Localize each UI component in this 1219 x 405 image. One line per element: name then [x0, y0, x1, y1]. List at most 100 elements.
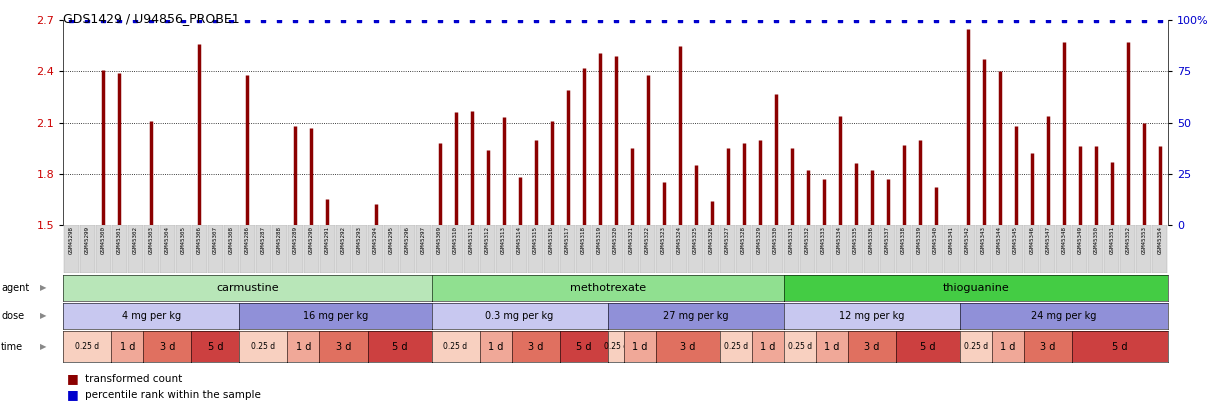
- Text: GSM45309: GSM45309: [438, 226, 442, 254]
- Text: GSM45317: GSM45317: [566, 226, 570, 254]
- Text: GSM45330: GSM45330: [773, 226, 778, 254]
- Text: GSM45337: GSM45337: [885, 226, 890, 254]
- Text: GSM45312: GSM45312: [485, 226, 490, 254]
- Text: GSM45322: GSM45322: [645, 226, 650, 254]
- FancyBboxPatch shape: [624, 225, 639, 273]
- FancyBboxPatch shape: [79, 225, 95, 273]
- Point: [1070, 17, 1090, 23]
- Point: [766, 17, 785, 23]
- Text: GSM45329: GSM45329: [757, 226, 762, 254]
- Text: GSM45333: GSM45333: [822, 226, 826, 254]
- Point: [830, 17, 850, 23]
- Text: 3 d: 3 d: [160, 342, 176, 352]
- Text: 1 d: 1 d: [488, 342, 503, 352]
- FancyBboxPatch shape: [1008, 225, 1024, 273]
- Text: carmustine: carmustine: [216, 283, 279, 293]
- FancyBboxPatch shape: [96, 225, 111, 273]
- Point: [606, 17, 625, 23]
- FancyBboxPatch shape: [1104, 225, 1119, 273]
- FancyBboxPatch shape: [816, 225, 831, 273]
- Text: GSM45298: GSM45298: [69, 226, 74, 254]
- Text: methotrexate: methotrexate: [569, 283, 646, 293]
- FancyBboxPatch shape: [1024, 225, 1040, 273]
- Text: 5 d: 5 d: [920, 342, 935, 352]
- Text: GSM45353: GSM45353: [1141, 226, 1146, 254]
- Text: GSM45323: GSM45323: [661, 226, 666, 254]
- Text: GSM45324: GSM45324: [677, 226, 683, 254]
- FancyBboxPatch shape: [512, 225, 528, 273]
- Text: GSM45346: GSM45346: [1029, 226, 1034, 254]
- Text: GSM45344: GSM45344: [997, 226, 1002, 254]
- Text: GSM45334: GSM45334: [837, 226, 842, 254]
- FancyBboxPatch shape: [400, 225, 416, 273]
- Point: [413, 17, 433, 23]
- Point: [653, 17, 673, 23]
- Text: ▶: ▶: [40, 342, 46, 351]
- Point: [622, 17, 641, 23]
- FancyBboxPatch shape: [447, 225, 463, 273]
- FancyBboxPatch shape: [752, 225, 767, 273]
- Point: [494, 17, 513, 23]
- Text: GSM45321: GSM45321: [629, 226, 634, 254]
- FancyBboxPatch shape: [544, 225, 560, 273]
- Text: dose: dose: [1, 311, 24, 321]
- FancyBboxPatch shape: [944, 225, 959, 273]
- FancyBboxPatch shape: [1089, 225, 1103, 273]
- Text: 4 mg per kg: 4 mg per kg: [122, 311, 180, 321]
- Point: [1118, 17, 1137, 23]
- Text: GSM45332: GSM45332: [806, 226, 811, 254]
- Text: GSM45340: GSM45340: [934, 226, 939, 254]
- Text: 5 d: 5 d: [575, 342, 591, 352]
- Point: [1006, 17, 1025, 23]
- Point: [574, 17, 594, 23]
- Text: GSM45300: GSM45300: [101, 226, 106, 254]
- Text: GSM45305: GSM45305: [180, 226, 187, 254]
- Text: GSM45345: GSM45345: [1013, 226, 1018, 254]
- Text: 1 d: 1 d: [824, 342, 840, 352]
- Point: [686, 17, 706, 23]
- FancyBboxPatch shape: [480, 225, 495, 273]
- Text: GSM45296: GSM45296: [405, 226, 410, 254]
- Text: GSM45311: GSM45311: [469, 226, 474, 254]
- Point: [541, 17, 561, 23]
- Text: 3 d: 3 d: [680, 342, 695, 352]
- Point: [1134, 17, 1153, 23]
- FancyBboxPatch shape: [416, 225, 432, 273]
- Text: GSM45341: GSM45341: [950, 226, 954, 254]
- Point: [718, 17, 737, 23]
- Text: GSM45297: GSM45297: [421, 226, 425, 254]
- Text: 0.25 d: 0.25 d: [964, 342, 987, 351]
- Text: GSM45342: GSM45342: [965, 226, 970, 254]
- Point: [478, 17, 497, 23]
- Text: GSM45290: GSM45290: [308, 226, 315, 254]
- Text: GSM45326: GSM45326: [709, 226, 714, 254]
- FancyBboxPatch shape: [304, 225, 319, 273]
- FancyBboxPatch shape: [800, 225, 816, 273]
- Text: GSM45347: GSM45347: [1045, 226, 1051, 254]
- Point: [1022, 17, 1041, 23]
- Text: GSM45313: GSM45313: [501, 226, 506, 254]
- FancyBboxPatch shape: [112, 225, 127, 273]
- Point: [366, 17, 385, 23]
- Text: 1 d: 1 d: [1000, 342, 1015, 352]
- FancyBboxPatch shape: [912, 225, 928, 273]
- Point: [382, 17, 401, 23]
- Text: GSM45294: GSM45294: [373, 226, 378, 254]
- Point: [141, 17, 161, 23]
- Point: [894, 17, 913, 23]
- Point: [1039, 17, 1058, 23]
- Point: [430, 17, 450, 23]
- Text: GSM45303: GSM45303: [149, 226, 154, 254]
- FancyBboxPatch shape: [1056, 225, 1072, 273]
- Point: [798, 17, 818, 23]
- Text: GSM45286: GSM45286: [245, 226, 250, 254]
- Text: 5 d: 5 d: [1112, 342, 1128, 352]
- Text: GSM45351: GSM45351: [1109, 226, 1114, 254]
- Text: transformed count: transformed count: [85, 374, 183, 384]
- Point: [446, 17, 466, 23]
- FancyBboxPatch shape: [703, 225, 719, 273]
- Text: GSM45328: GSM45328: [741, 226, 746, 254]
- Point: [990, 17, 1009, 23]
- FancyBboxPatch shape: [224, 225, 239, 273]
- Point: [510, 17, 529, 23]
